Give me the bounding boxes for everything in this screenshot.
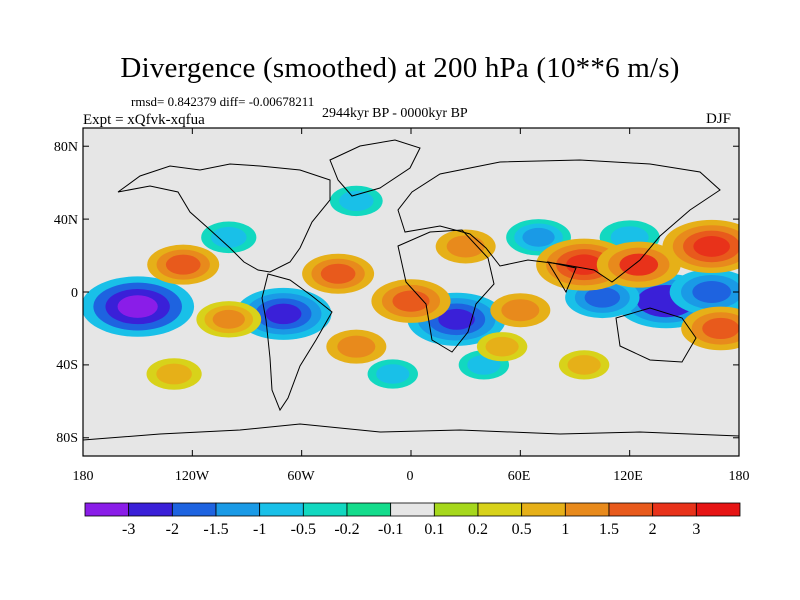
colorbar-label: 3: [692, 521, 701, 538]
colorbar-label: -1.5: [203, 521, 229, 538]
divergence-contour-5-2: [584, 287, 621, 308]
divergence-contour-22-2: [702, 317, 739, 340]
colorbar-segment-12: [608, 502, 654, 517]
divergence-contour-18-1: [501, 299, 540, 322]
coastline-eurasia: [397, 159, 721, 283]
axis-ticks: [82, 128, 740, 456]
divergence-contour-20-2: [619, 253, 659, 276]
season-label: DJF: [706, 111, 732, 127]
colorbar-label: -3: [121, 521, 136, 538]
colorbar-segment-11: [564, 502, 610, 517]
page-title: Divergence (smoothed) at 200 hPa (10**6 …: [120, 52, 680, 84]
lon-label-60w: 60W: [287, 469, 315, 484]
colorbar-segment-13: [652, 502, 697, 517]
lat-label-40s: 40S: [56, 358, 78, 373]
colorbar-segment-5: [302, 502, 348, 517]
divergence-contour-4-2: [692, 281, 732, 303]
divergence-contour-13-1: [337, 335, 376, 358]
divergence-contour-16-2: [320, 263, 356, 284]
colorbar-label: 1: [561, 521, 570, 538]
colorbar-label: -0.5: [290, 521, 316, 538]
colorbar-segment-2: [171, 502, 217, 517]
rmsd-diff-stats: rmsd= 0.842379 diff= -0.00678211: [131, 94, 315, 109]
colorbar-segment-9: [477, 502, 523, 517]
lat-label-0: 0: [71, 286, 78, 301]
divergence-contour-0-3: [117, 295, 158, 318]
colorbar-label: -1: [252, 521, 267, 538]
divergence-contour-17-2: [392, 290, 430, 312]
experiment-label: Expt = xQfvk-xqfua: [83, 112, 205, 128]
coastline-north-america: [117, 163, 331, 273]
colorbar-segment-14: [695, 502, 741, 517]
colorbar-segment-7: [390, 502, 435, 517]
divergence-contour-1-3: [265, 303, 302, 325]
colorbar-label: 0.5: [511, 521, 532, 538]
lon-label-120w: 120W: [174, 469, 210, 484]
divergence-contour-6-2: [522, 227, 555, 247]
coastline-india: [546, 261, 577, 294]
colorbar-label: 0.2: [468, 521, 488, 538]
colorbar-segment-8: [433, 502, 479, 517]
coastline-antarctica: [83, 423, 739, 441]
lat-label-80n: 80N: [53, 140, 78, 155]
lon-label-180w: 180: [72, 469, 94, 484]
colorbar-segment-4: [259, 502, 304, 517]
colorbar-label: 1.5: [599, 521, 619, 538]
lon-label-60e: 60E: [507, 469, 531, 484]
colorbar-label: -2: [165, 521, 179, 538]
divergence-contour-15-2: [165, 254, 201, 275]
divergence-contour-14-2: [212, 309, 245, 329]
divergence-contour-2-3: [438, 308, 475, 330]
colorbar-segment-0: [84, 502, 130, 517]
lat-label-40n: 40N: [53, 213, 78, 228]
divergence-contour-24-1: [567, 355, 601, 375]
coastline-australia: [615, 307, 697, 363]
divergence-contour-25-1: [485, 336, 519, 357]
divergence-contour-23-1: [446, 235, 485, 258]
colorbar-label: -0.2: [334, 521, 360, 538]
colorbar-label: 2: [648, 521, 657, 538]
colorbar-segment-6: [346, 502, 392, 517]
coastline-greenland: [329, 139, 421, 197]
colorbar: [84, 502, 741, 517]
divergence-contour-8-1: [210, 226, 247, 248]
period-label: 2944kyr BP - 0000kyr BP: [322, 106, 468, 121]
colorbar-label: -0.1: [377, 521, 404, 538]
colorbar-segment-1: [128, 502, 173, 517]
lon-label-0: 0: [406, 469, 414, 484]
lat-label-80s: 80S: [56, 431, 78, 446]
lon-label-180e: 180: [728, 469, 750, 484]
colorbar-segment-10: [521, 502, 566, 517]
coastline-south-america: [261, 273, 333, 412]
divergence-contour-21-3: [693, 236, 730, 257]
colorbar-label: 0.1: [424, 521, 445, 538]
divergence-field: [83, 185, 739, 390]
coastlines: [83, 139, 739, 441]
lon-label-120e: 120E: [613, 469, 643, 484]
divergence-contour-9-1: [339, 190, 374, 211]
divergence-contour-12-1: [156, 363, 192, 385]
colorbar-segment-3: [215, 502, 261, 517]
divergence-contour-11-1: [376, 364, 410, 384]
